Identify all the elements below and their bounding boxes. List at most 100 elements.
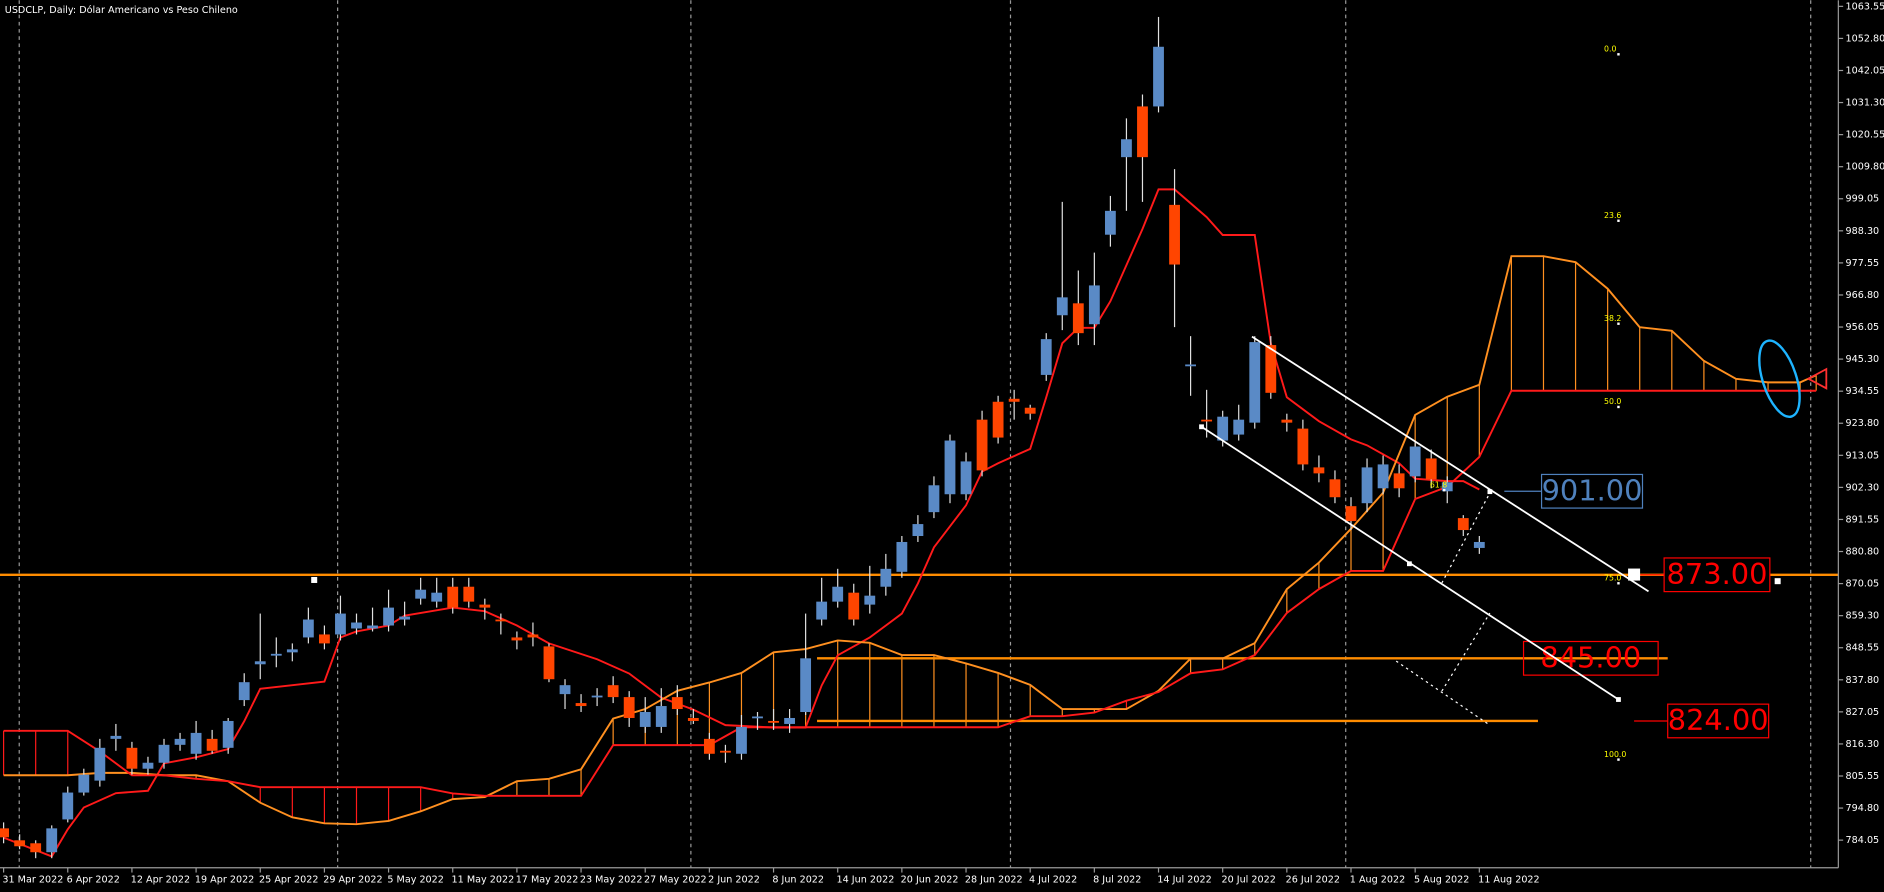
fib-dot xyxy=(1617,582,1620,585)
fib-label: 38.2 xyxy=(1604,314,1621,323)
x-tick-label: 14 Jun 2022 xyxy=(837,875,895,886)
candle-body xyxy=(335,613,346,635)
candle-body xyxy=(816,601,828,620)
indicator-lines xyxy=(3,188,1817,858)
y-tick-label: 923.80 xyxy=(1846,418,1880,429)
y-tick-label: 1020.55 xyxy=(1846,130,1884,141)
x-tick-label: 26 Jul 2022 xyxy=(1286,875,1340,886)
candle-body xyxy=(222,720,234,748)
candle-body xyxy=(126,747,138,769)
candle-body xyxy=(768,720,779,723)
candle-body xyxy=(559,685,571,695)
candle-body xyxy=(46,828,58,853)
candle-body xyxy=(351,622,362,629)
fib-dot xyxy=(1617,322,1620,325)
candle-body xyxy=(399,616,411,620)
y-tick-label: 794.80 xyxy=(1846,803,1880,814)
candle-body xyxy=(752,716,763,719)
fib-dot xyxy=(1617,219,1620,222)
candle-body xyxy=(687,717,699,721)
anchor xyxy=(1487,489,1493,495)
y-tick-label: 859.30 xyxy=(1846,611,1880,622)
candle-body xyxy=(447,586,459,608)
candle-body xyxy=(479,604,491,608)
level-label: 824.00 xyxy=(1668,703,1769,737)
candle-body xyxy=(1169,204,1180,265)
candle-body xyxy=(110,735,122,739)
y-tick-label: 1063.55 xyxy=(1846,1,1884,12)
y-tick-label: 837.80 xyxy=(1846,675,1880,686)
fib-levels: 0.0 23.6 38.2 50.0 61.8 75.0 100.0 xyxy=(1430,44,1626,761)
y-tick-label: 1009.80 xyxy=(1846,162,1884,173)
candle-body xyxy=(270,653,282,656)
level-label: 901.00 xyxy=(1542,473,1643,507)
axes xyxy=(0,0,1839,869)
arrow-marker xyxy=(1806,367,1828,390)
candle-body xyxy=(960,461,972,495)
y-tick-label: 913.05 xyxy=(1846,450,1880,461)
fib-label: 50.0 xyxy=(1604,397,1621,406)
level-box xyxy=(1667,703,1770,739)
candles xyxy=(0,16,1485,859)
y-tick-label: 880.80 xyxy=(1846,547,1880,558)
x-tick-label: 25 Apr 2022 xyxy=(259,875,318,886)
candle-body xyxy=(928,485,940,513)
candle-body xyxy=(1393,473,1405,489)
anchor xyxy=(311,576,318,583)
candle-body xyxy=(992,401,1004,438)
candle-body xyxy=(1281,419,1293,423)
y-tick-label: 816.30 xyxy=(1846,739,1880,750)
candle-body xyxy=(1313,467,1325,474)
x-tick-label: 19 Apr 2022 xyxy=(195,875,254,886)
candle-body xyxy=(94,747,106,781)
x-tick-label: 29 Apr 2022 xyxy=(323,875,382,886)
y-tick-label: 805.55 xyxy=(1846,771,1880,782)
candle-body xyxy=(1024,407,1036,414)
x-tick-label: 20 Jul 2022 xyxy=(1221,875,1275,886)
candle-body xyxy=(1201,419,1213,422)
indicator-line xyxy=(3,389,1817,797)
level-label: 873.00 xyxy=(1667,557,1768,591)
candle-body xyxy=(463,586,475,602)
anchor xyxy=(1406,561,1412,567)
channel-line xyxy=(1251,335,1649,593)
chart-title: USDCLP, Daily: Dólar Americano vs Peso C… xyxy=(5,4,238,16)
candle-body xyxy=(720,750,731,753)
dashed-path xyxy=(1441,492,1491,584)
y-tick-label: 827.05 xyxy=(1846,707,1880,718)
candle-body xyxy=(1137,106,1148,158)
period-separators xyxy=(18,0,1812,868)
x-tick-label: 11 May 2022 xyxy=(452,875,515,886)
x-tick-label: 5 Aug 2022 xyxy=(1414,875,1469,886)
candle-body xyxy=(319,634,330,644)
candle-body xyxy=(976,419,988,471)
candle-body xyxy=(527,634,539,638)
candle-body xyxy=(238,682,250,701)
x-tick-label: 12 Apr 2022 xyxy=(131,875,190,886)
candle-body xyxy=(30,843,42,853)
x-tick-label: 6 Apr 2022 xyxy=(67,875,120,886)
fib-label: 61.8 xyxy=(1430,480,1447,489)
candle-body xyxy=(1217,416,1229,441)
candle-body xyxy=(1425,458,1437,480)
candle-body xyxy=(1040,339,1052,375)
anchor xyxy=(1628,568,1641,581)
y-tick-label: 945.30 xyxy=(1846,354,1880,365)
anchor xyxy=(1616,697,1621,702)
candle-body xyxy=(1409,446,1421,477)
y-tick-label: 891.55 xyxy=(1846,514,1880,525)
candle-body xyxy=(302,619,314,638)
candle-body xyxy=(1329,479,1341,498)
drawings xyxy=(311,335,1828,725)
y-tick-label: 988.30 xyxy=(1846,226,1880,237)
anchor xyxy=(1774,578,1781,585)
candle-body xyxy=(1104,210,1116,235)
x-tick-label: 2 Jun 2022 xyxy=(708,875,760,886)
x-tick-label: 17 May 2022 xyxy=(516,875,579,886)
y-tick-label: 977.55 xyxy=(1846,258,1880,269)
candle-body xyxy=(1233,419,1245,435)
candle-body xyxy=(190,732,202,754)
candle-body xyxy=(158,744,170,763)
